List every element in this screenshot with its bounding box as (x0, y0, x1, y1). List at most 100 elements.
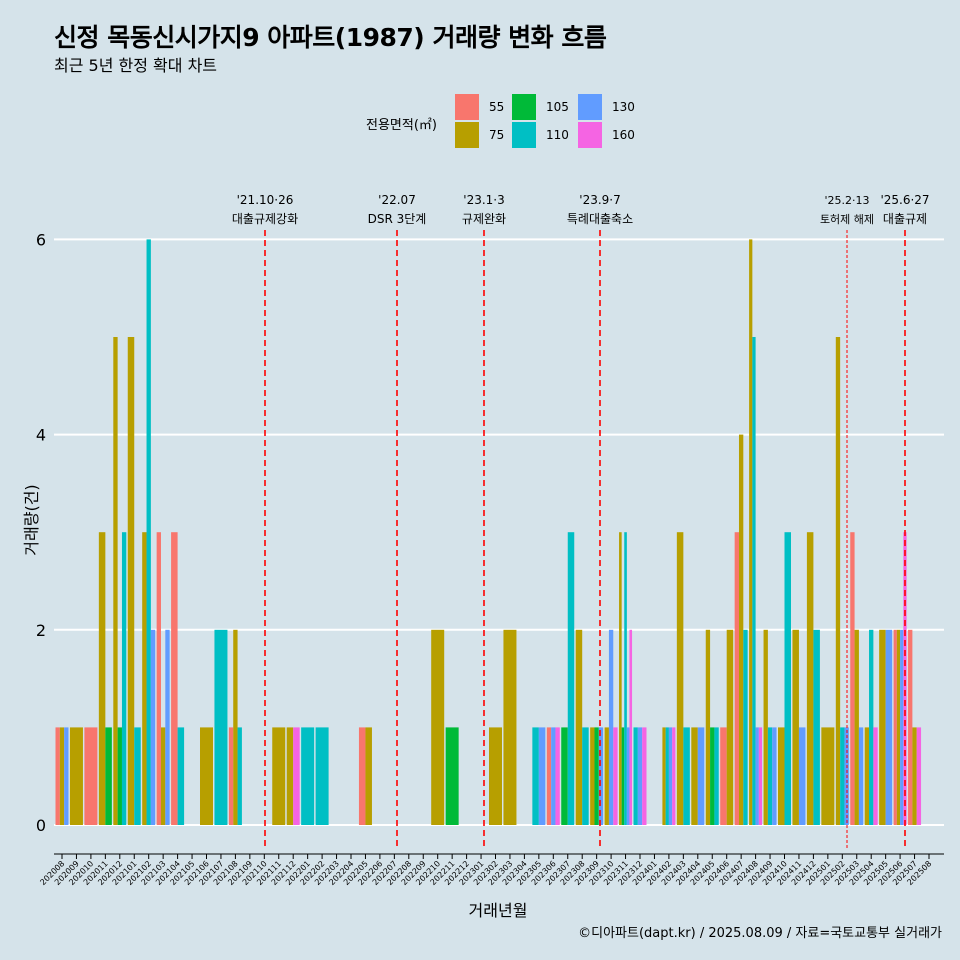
legend-label: 55 (489, 100, 505, 114)
bar-202312-160 (642, 727, 647, 825)
legend-swatch (512, 122, 536, 148)
bar-202403-110 (683, 727, 690, 825)
y-axis-label: 거래량(건) (22, 484, 41, 556)
bar-202506-55 (893, 629, 897, 825)
bar-202504-75 (864, 727, 870, 825)
bar-202503-55 (850, 532, 855, 825)
bar-202404-130 (697, 727, 705, 825)
bar-202502-75 (835, 337, 841, 825)
bar-202504-110 (869, 629, 874, 825)
bar-202108-110 (237, 727, 242, 825)
bar-202009-75 (69, 727, 83, 825)
bar-202403-75 (676, 532, 684, 825)
bar-202311-75 (619, 532, 622, 825)
event-desc-label: 특례대출축소 (567, 212, 633, 226)
bar-202112-75 (286, 727, 294, 825)
bar-202408-130 (755, 727, 759, 825)
bar-202412-75 (806, 532, 814, 825)
bar-202311-110 (624, 532, 627, 825)
bar-202011-75 (98, 532, 106, 825)
bar-202205-75 (365, 727, 372, 825)
bar-202405-75 (705, 629, 711, 825)
y-tick-label: 4 (36, 426, 46, 445)
bar-202503-130 (858, 727, 864, 825)
bar-202408-75 (749, 239, 753, 825)
bar-202101-75 (127, 337, 135, 825)
bar-202507-75 (912, 727, 917, 825)
legend-swatch (455, 94, 479, 120)
source-caption: ©디아파트(dapt.kr) / 2025.08.09 / 자료=국토교통부 실… (578, 926, 942, 941)
bar-202303-75 (503, 629, 517, 825)
legend-item-55: 55 (455, 94, 504, 120)
bar-202101-110 (134, 727, 141, 825)
bar-202310-130 (608, 629, 614, 825)
bar-202409-110 (767, 727, 773, 825)
legend-item-160: 160 (578, 122, 635, 148)
bar-202012-105 (117, 727, 122, 825)
bar-202507-55 (908, 629, 913, 825)
bar-202102-110 (146, 239, 151, 825)
legend-swatch (578, 122, 602, 148)
x-axis-label: 거래년월 (468, 901, 528, 920)
bar-202102-130 (150, 629, 156, 825)
bar-202210-75 (431, 629, 445, 825)
legend-label: 160 (612, 128, 635, 142)
bar-202501-75 (821, 727, 835, 825)
bar-202012-110 (121, 532, 127, 825)
event-date-label: '23.1·3 (463, 193, 504, 207)
bar-202407-110 (743, 629, 748, 825)
bar-202402-110 (665, 727, 669, 825)
chart-title: 신정 목동신시가지9 아파트(1987) 거래량 변화 흐름 (54, 23, 607, 52)
event-date-label: '22.07 (378, 193, 416, 207)
bar-202104-55 (171, 532, 178, 825)
bar-202305-130 (538, 727, 546, 825)
bar-202205-55 (358, 727, 366, 825)
bar-202412-110 (813, 629, 820, 825)
y-tick-label: 6 (36, 230, 46, 249)
event-date-label: '25.2·13 (824, 194, 869, 207)
bar-202402-160 (672, 727, 676, 825)
bar-202506-130 (900, 629, 904, 825)
legend-item-130: 130 (578, 94, 635, 120)
bar-202312-110 (633, 727, 638, 825)
bar-202008-130 (64, 727, 69, 825)
event-date-label: '21.10·26 (237, 193, 294, 207)
legend-item-110: 110 (512, 122, 569, 148)
y-tick-label: 2 (36, 621, 46, 640)
bar-202407-55 (734, 532, 739, 825)
bar-202112-160 (293, 727, 300, 825)
event-desc-label: 대출규제 (883, 212, 927, 226)
legend-item-75: 75 (455, 122, 504, 148)
bar-202306-160 (555, 727, 560, 825)
bar-202306-130 (551, 727, 556, 825)
bar-202211-105 (445, 727, 459, 825)
event-date-label: '23.9·7 (579, 193, 620, 207)
bar-202102-75 (142, 532, 147, 825)
bar-202405-110 (714, 727, 719, 825)
bar-202106-75 (200, 727, 213, 825)
bar-202309-130 (598, 727, 604, 825)
legend-label: 75 (489, 128, 505, 142)
bar-202103-130 (165, 629, 170, 825)
bar-202302-75 (489, 727, 502, 825)
bar-202308-110 (582, 727, 589, 825)
bar-202411-130 (798, 727, 806, 825)
bar-202311-105 (621, 727, 625, 825)
legend-label: 130 (612, 100, 635, 114)
bar-202406-75 (726, 629, 734, 825)
bar-202409-75 (763, 629, 768, 825)
event-lines: '21.10·26 대출규제강화 '22.07 DSR 3단계 '23.1·3 규제완화 '… (232, 193, 930, 848)
event-desc-label: DSR 3단계 (368, 212, 427, 226)
bar-202103-75 (160, 727, 166, 825)
bar-202010-55 (84, 727, 98, 825)
bar-202402-130 (668, 727, 673, 825)
bar-202011-105 (105, 727, 112, 825)
bar-202406-55 (720, 727, 727, 825)
bar-202505-75 (879, 629, 886, 825)
bar-202311-160 (629, 629, 633, 825)
legend-swatch (578, 94, 602, 120)
bar-202502-110 (840, 727, 845, 825)
bar-202108-55 (228, 727, 234, 825)
bars (55, 239, 922, 825)
